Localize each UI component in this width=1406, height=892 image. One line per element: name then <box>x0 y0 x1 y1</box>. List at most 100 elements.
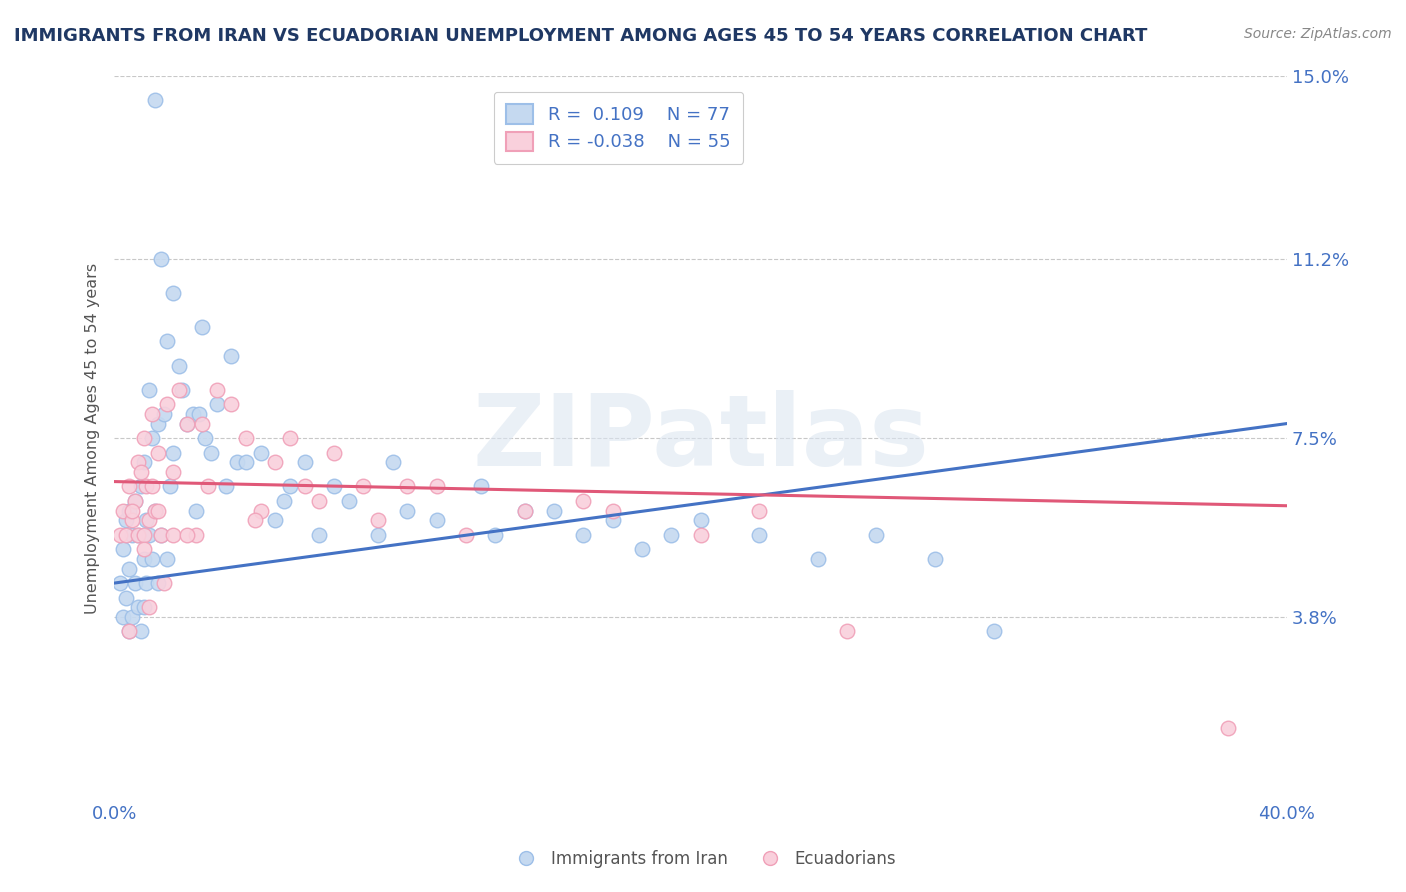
Point <box>132 455 155 469</box>
Point <box>659 527 682 541</box>
Point <box>308 494 330 508</box>
Point <box>143 503 166 517</box>
Point <box>118 503 141 517</box>
Point <box>278 479 301 493</box>
Point <box>150 527 173 541</box>
Point <box>294 455 316 469</box>
Point <box>323 445 346 459</box>
Point <box>396 503 419 517</box>
Point <box>121 527 143 541</box>
Point <box>572 527 595 541</box>
Point <box>176 417 198 431</box>
Point <box>470 479 492 493</box>
Point <box>156 397 179 411</box>
Point <box>273 494 295 508</box>
Point <box>150 527 173 541</box>
Point <box>127 527 149 541</box>
Point <box>132 542 155 557</box>
Point <box>323 479 346 493</box>
Point <box>924 552 946 566</box>
Point <box>115 527 138 541</box>
Point <box>156 552 179 566</box>
Point <box>221 397 243 411</box>
Point <box>205 383 228 397</box>
Point <box>162 445 184 459</box>
Point <box>543 503 565 517</box>
Point <box>197 479 219 493</box>
Point <box>176 527 198 541</box>
Point <box>278 431 301 445</box>
Point <box>138 600 160 615</box>
Point <box>167 383 190 397</box>
Point <box>367 527 389 541</box>
Point <box>183 407 205 421</box>
Point <box>156 334 179 349</box>
Point <box>132 527 155 541</box>
Point <box>513 503 536 517</box>
Point <box>124 494 146 508</box>
Point <box>226 455 249 469</box>
Point <box>132 600 155 615</box>
Point <box>807 552 830 566</box>
Point <box>141 552 163 566</box>
Point <box>132 431 155 445</box>
Point <box>264 513 287 527</box>
Text: IMMIGRANTS FROM IRAN VS ECUADORIAN UNEMPLOYMENT AMONG AGES 45 TO 54 YEARS CORREL: IMMIGRANTS FROM IRAN VS ECUADORIAN UNEMP… <box>14 27 1147 45</box>
Point <box>138 383 160 397</box>
Point <box>381 455 404 469</box>
Point <box>221 349 243 363</box>
Point <box>129 479 152 493</box>
Point <box>124 494 146 508</box>
Point <box>186 503 208 517</box>
Point <box>572 494 595 508</box>
Point <box>194 431 217 445</box>
Point <box>167 359 190 373</box>
Point <box>121 513 143 527</box>
Point <box>249 503 271 517</box>
Point <box>162 465 184 479</box>
Point <box>396 479 419 493</box>
Point <box>243 513 266 527</box>
Point <box>135 513 157 527</box>
Point <box>1218 721 1240 735</box>
Point <box>111 610 134 624</box>
Point <box>153 407 176 421</box>
Text: ZIPatlas: ZIPatlas <box>472 390 929 486</box>
Point <box>115 513 138 527</box>
Point <box>835 624 858 639</box>
Point <box>162 527 184 541</box>
Point <box>186 527 208 541</box>
Point <box>121 610 143 624</box>
Point <box>162 286 184 301</box>
Legend: Immigrants from Iran, Ecuadorians: Immigrants from Iran, Ecuadorians <box>503 844 903 875</box>
Point <box>426 479 449 493</box>
Point <box>124 576 146 591</box>
Point <box>146 417 169 431</box>
Point <box>127 527 149 541</box>
Point <box>127 600 149 615</box>
Point <box>865 527 887 541</box>
Point <box>308 527 330 541</box>
Point <box>484 527 506 541</box>
Point <box>205 397 228 411</box>
Point <box>454 527 477 541</box>
Point <box>602 513 624 527</box>
Point <box>188 407 211 421</box>
Legend: R =  0.109    N = 77, R = -0.038    N = 55: R = 0.109 N = 77, R = -0.038 N = 55 <box>494 92 744 164</box>
Y-axis label: Unemployment Among Ages 45 to 54 years: Unemployment Among Ages 45 to 54 years <box>86 262 100 614</box>
Point <box>191 319 214 334</box>
Point <box>689 527 711 541</box>
Point <box>337 494 360 508</box>
Point <box>214 479 236 493</box>
Point <box>143 503 166 517</box>
Point <box>135 576 157 591</box>
Point <box>141 431 163 445</box>
Point <box>146 445 169 459</box>
Point <box>235 455 257 469</box>
Point <box>118 624 141 639</box>
Point <box>138 527 160 541</box>
Point <box>111 542 134 557</box>
Point <box>129 465 152 479</box>
Point <box>170 383 193 397</box>
Point <box>748 503 770 517</box>
